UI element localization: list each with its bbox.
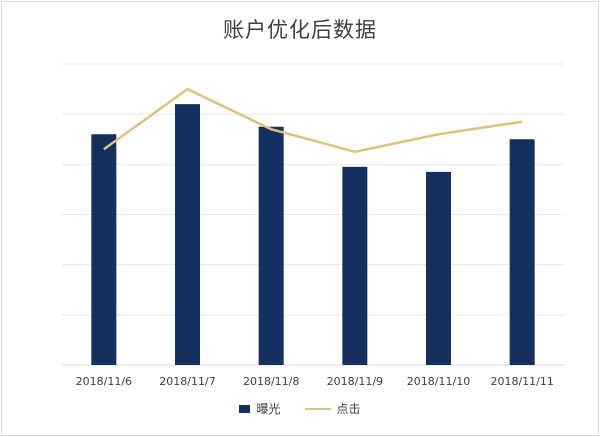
bar-exposure-0: [91, 134, 117, 365]
legend-item-exposure: 曝光: [239, 400, 281, 417]
chart-title: 账户优化后数据: [223, 18, 377, 42]
x-tick-label: 2018/11/10: [407, 375, 470, 388]
legend: 曝光 点击: [0, 400, 600, 417]
legend-swatch-clicks: [304, 407, 331, 410]
bar-exposure-5: [509, 139, 535, 365]
legend-swatch-exposure: [239, 404, 251, 413]
x-tick-label: 2018/11/7: [159, 375, 215, 388]
legend-label-clicks: 点击: [336, 402, 361, 416]
x-tick-label: 2018/11/9: [327, 375, 383, 388]
x-tick-label: 2018/11/6: [76, 375, 132, 388]
bar-exposure-4: [426, 171, 451, 365]
x-tick-label: 2018/11/11: [490, 375, 553, 388]
bar-exposure-2: [258, 126, 284, 365]
bar-exposure-1: [175, 104, 200, 365]
legend-item-clicks: 点击: [304, 400, 361, 417]
legend-label-exposure: 曝光: [256, 402, 281, 416]
x-tick-label: 2018/11/8: [243, 375, 299, 388]
line-clicks: [103, 87, 523, 154]
bar-exposure-3: [342, 166, 368, 365]
